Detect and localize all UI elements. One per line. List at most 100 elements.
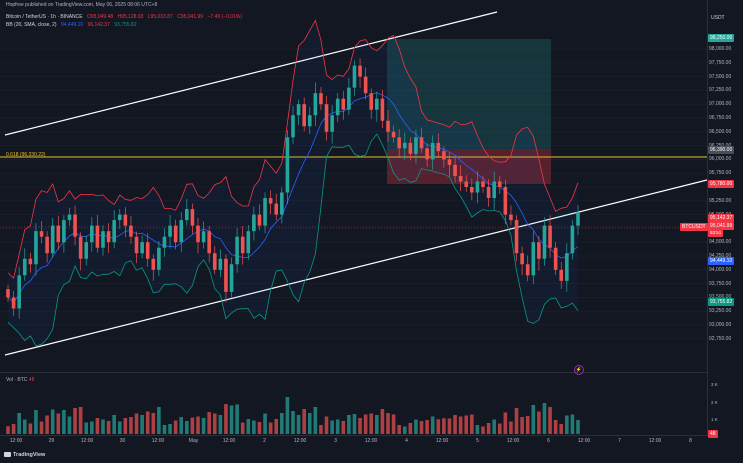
legend-bb-row[interactable]: BB (20, SMA, close, 2) 94,449.10 96,142.…: [6, 21, 245, 29]
legend-symbol-row[interactable]: Bitcoin / TetherUS · 1h · BINANCE O95,04…: [6, 13, 245, 21]
candle-body: [486, 187, 491, 199]
time-tick: 3: [334, 438, 337, 444]
volume-bar: [263, 413, 267, 434]
time-tick: 12:00: [151, 438, 165, 444]
volume-bar: [302, 409, 306, 434]
time-tick: 6: [547, 438, 550, 444]
price-tick: 96,250.00: [709, 143, 731, 149]
candle-body: [151, 258, 156, 270]
bb-lower-label: 93,755.82: [708, 298, 735, 306]
price-tick: 97,500.00: [709, 73, 732, 80]
volume-bar: [347, 415, 351, 434]
volume-bar: [67, 416, 72, 434]
volume-bar: [117, 421, 122, 434]
price-tick: 96,750.00: [709, 115, 732, 121]
price-tick: 96,500.00: [709, 128, 732, 135]
volume-value: 48: [28, 377, 35, 383]
volume-bar: [90, 421, 94, 434]
price-tick: 95,750.00: [709, 170, 732, 177]
candle-body: [134, 236, 139, 254]
candle-body: [341, 98, 346, 110]
candle-body: [570, 225, 575, 254]
volume-bar: [363, 414, 368, 434]
candle-body: [397, 137, 401, 149]
tradingview-logo[interactable]: TradingView: [4, 452, 45, 458]
candle-body: [531, 242, 536, 276]
currency-label[interactable]: USDT: [711, 15, 725, 21]
candle-body: [28, 258, 33, 265]
candle-body: [190, 209, 195, 226]
ohlc-change: −7.49 (−0.01%): [207, 14, 242, 20]
candle-body: [503, 187, 508, 215]
volume-bar: [34, 410, 38, 434]
volume-bar: [157, 407, 161, 434]
volume-bar: [190, 417, 195, 434]
volume-bar: [319, 425, 323, 434]
volume-legend[interactable]: Vol · BTC 48: [6, 377, 34, 383]
time-tick: 12:00: [506, 438, 520, 444]
volume-title: Vol · BTC: [6, 377, 28, 383]
candle-body: [157, 247, 161, 270]
candle-body: [246, 231, 251, 254]
candle-body: [212, 253, 217, 270]
candle-body: [458, 175, 463, 182]
candle-body: [117, 214, 122, 221]
ohlc-low: L95,033.87: [147, 14, 173, 20]
volume-bar: [352, 414, 357, 434]
volume-bar: [486, 423, 491, 434]
time-axis-border: [0, 435, 708, 436]
volume-bar: [207, 412, 211, 434]
candle-body: [302, 104, 306, 127]
candle-body: [307, 115, 312, 127]
time-tick: 12:00: [80, 438, 94, 444]
volume-bar: [78, 407, 83, 434]
volume-bar: [425, 420, 429, 434]
candle-body: [129, 225, 133, 237]
bb-upper-label: 95,142.37: [708, 214, 735, 222]
candle-body: [39, 231, 44, 237]
volume-bar: [576, 419, 580, 434]
candle-body: [369, 93, 374, 110]
bb-basis-value: 94,449.10: [60, 22, 84, 28]
volume-bar: [280, 413, 284, 434]
volume-bar: [140, 415, 144, 434]
volume-bar: [391, 414, 396, 434]
symbol-name[interactable]: Bitcoin / TetherUS · 1h · BINANCE: [6, 14, 83, 20]
volume-last-label: 48: [708, 430, 718, 438]
volume-bar: [358, 418, 362, 434]
candle-body: [252, 214, 256, 232]
tradingview-mark-icon: [4, 452, 11, 458]
target-zone: [387, 39, 551, 149]
candle-body: [179, 220, 184, 243]
candle-body: [537, 242, 541, 259]
price-tick: 97,000.00: [709, 101, 732, 108]
volume-bar: [129, 417, 133, 434]
candle-body: [168, 225, 172, 237]
candle-body: [112, 220, 116, 243]
volume-bar: [307, 413, 312, 434]
last-price-label: 95,041.99: [708, 222, 735, 230]
volume-bar: [145, 411, 150, 434]
tradingview-logo-text: TradingView: [13, 452, 46, 458]
volume-tick-1k: 1 K: [711, 417, 718, 422]
candle-body: [11, 297, 16, 309]
candle-body: [50, 225, 55, 254]
price-tick: 94,250.00: [709, 253, 732, 259]
volume-bar: [419, 421, 424, 434]
time-tick: 12:00: [364, 438, 378, 444]
candle-body: [565, 253, 569, 281]
price-tick: 98,000.00: [709, 46, 732, 52]
lightning-icon[interactable]: ⚡: [574, 365, 584, 375]
volume-bar: [22, 419, 27, 434]
volume-bar: [50, 409, 55, 434]
candle-body: [497, 181, 502, 187]
volume-bar: [240, 422, 245, 434]
bb-name[interactable]: BB (20, SMA, close, 2): [6, 22, 57, 28]
time-tick: 4: [405, 438, 408, 444]
candle-body: [173, 225, 178, 243]
candle-body: [145, 242, 150, 259]
volume-bar: [553, 420, 558, 434]
volume-bar: [268, 422, 273, 434]
volume-bar: [408, 423, 413, 434]
